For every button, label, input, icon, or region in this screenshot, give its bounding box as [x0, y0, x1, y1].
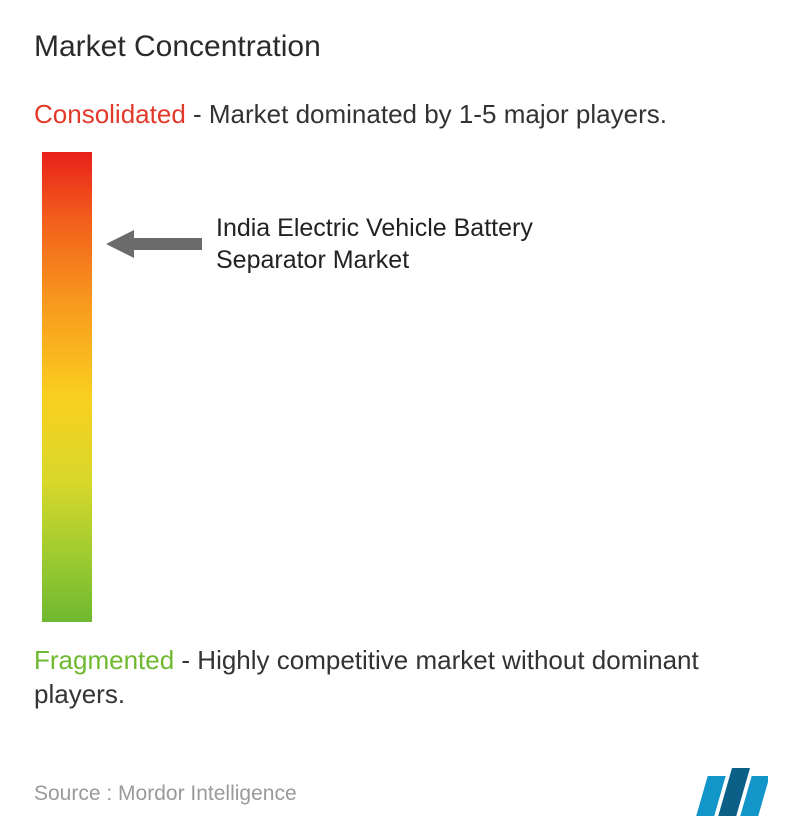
fragmented-label: Fragmented	[34, 645, 174, 675]
concentration-scale: India Electric Vehicle Battery Separator…	[34, 152, 762, 622]
consolidated-desc: - Market dominated by 1-5 major players.	[186, 99, 667, 129]
page-title: Market Concentration	[34, 30, 762, 64]
consolidated-definition: Consolidated - Market dominated by 1-5 m…	[34, 98, 762, 132]
fragmented-definition: Fragmented - Highly competitive market w…	[34, 644, 762, 712]
source-attribution: Source : Mordor Intelligence	[34, 782, 297, 806]
consolidated-label: Consolidated	[34, 99, 186, 129]
arrow-left-icon	[106, 227, 202, 261]
gradient-bar	[42, 152, 92, 622]
mordor-logo-icon	[690, 768, 768, 816]
marker-label: India Electric Vehicle Battery Separator…	[216, 212, 636, 277]
market-position-marker: India Electric Vehicle Battery Separator…	[106, 212, 636, 277]
